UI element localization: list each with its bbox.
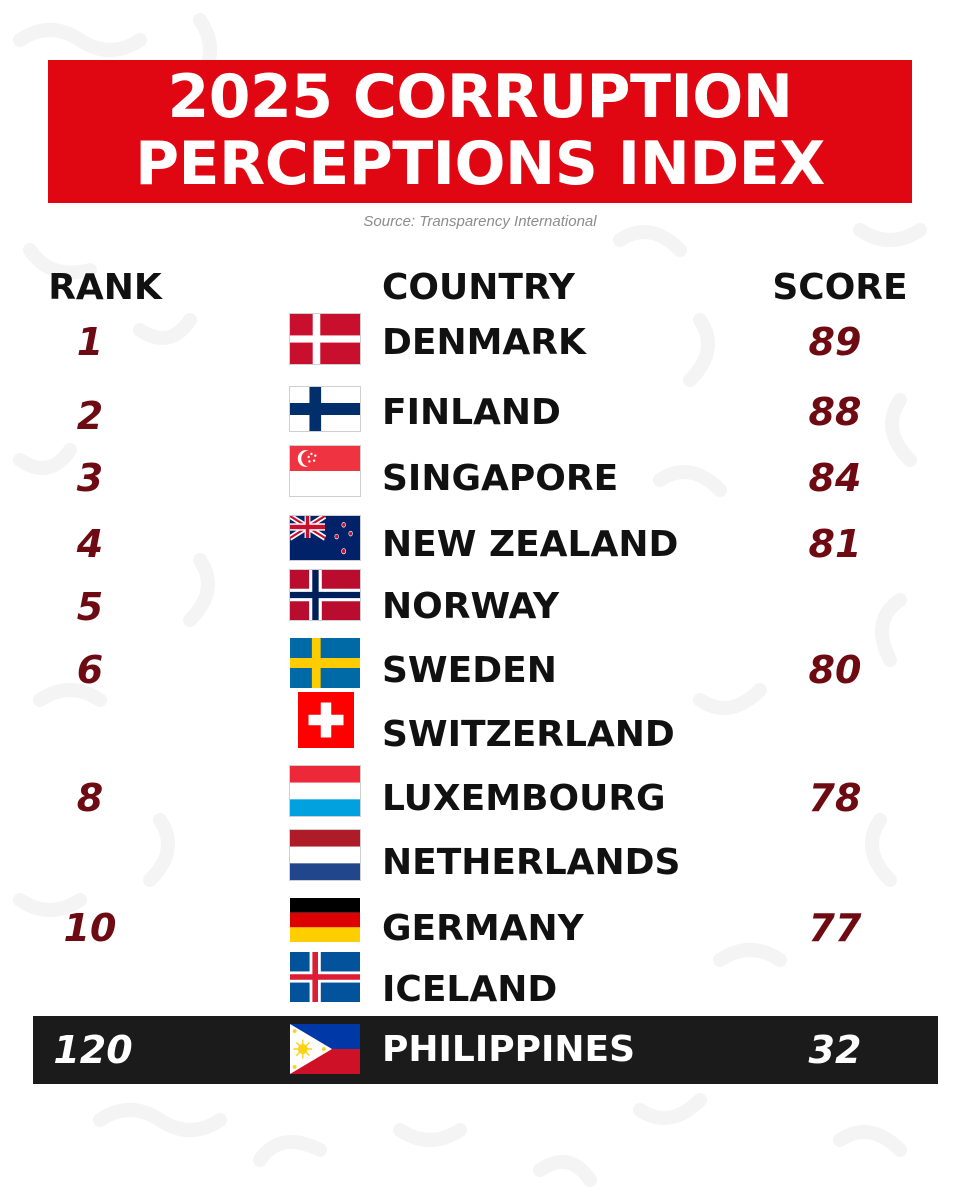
country-cell: NEW ZEALAND xyxy=(382,524,679,565)
country-cell: NETHERLANDS xyxy=(382,842,681,883)
rank-cell: 6 xyxy=(76,648,104,692)
highlight-row-philippines: 120 PHILIPPINES 32 xyxy=(33,1016,938,1084)
germany-flag-icon xyxy=(290,898,360,942)
score-cell: 32 xyxy=(808,1028,862,1072)
country-cell: GERMANY xyxy=(382,908,584,949)
country-cell: SINGAPORE xyxy=(382,458,619,499)
singapore-flag-icon xyxy=(290,446,360,496)
table-row: 10 GERMANY 77 xyxy=(0,894,960,958)
table-row: SWITZERLAND xyxy=(0,692,960,760)
country-cell: SWITZERLAND xyxy=(382,714,675,755)
country-cell: SWEDEN xyxy=(382,650,557,691)
rank-cell: 3 xyxy=(76,456,104,500)
luxembourg-flag-icon xyxy=(290,766,360,816)
title-line-2: PERCEPTIONS INDEX xyxy=(135,129,825,199)
table-row: 5 NORWAY xyxy=(0,568,960,632)
country-cell: DENMARK xyxy=(382,322,586,363)
table-row: 3 SINGAPORE 84 xyxy=(0,442,960,506)
netherlands-flag-icon xyxy=(290,830,360,880)
title-line-1: 2025 CORRUPTION xyxy=(167,62,794,132)
country-cell: LUXEMBOURG xyxy=(382,778,666,819)
rank-cell: 2 xyxy=(76,394,104,438)
norway-flag-icon xyxy=(290,570,360,620)
rank-column-header: RANK xyxy=(48,267,162,308)
country-column-header: COUNTRY xyxy=(382,267,575,308)
score-cell: 89 xyxy=(808,320,862,364)
table-row: NETHERLANDS xyxy=(0,826,960,890)
country-cell: ICELAND xyxy=(382,969,558,1010)
table-row: 6 SWEDEN 80 xyxy=(0,634,960,698)
rank-cell: 4 xyxy=(76,522,104,566)
table-row: 4 NEW ZEALAND 81 xyxy=(0,512,960,576)
sweden-flag-icon xyxy=(290,638,360,688)
denmark-flag-icon xyxy=(290,314,360,364)
score-cell: 88 xyxy=(808,390,862,434)
country-cell: FINLAND xyxy=(382,392,561,433)
iceland-flag-icon xyxy=(290,952,360,1002)
score-cell: 78 xyxy=(808,776,862,820)
rank-cell: 120 xyxy=(53,1028,133,1072)
score-column-header: SCORE xyxy=(772,267,908,308)
score-cell: 84 xyxy=(808,456,862,500)
rank-cell: 1 xyxy=(76,320,104,364)
country-cell: NORWAY xyxy=(382,586,560,627)
score-cell: 77 xyxy=(808,906,862,950)
source-note: Source: Transparency International xyxy=(363,213,597,230)
new-zealand-flag-icon xyxy=(290,516,360,560)
table-row: 2 FINLAND 88 xyxy=(0,384,960,448)
title-banner: 2025 CORRUPTION PERCEPTIONS INDEX xyxy=(48,60,912,203)
country-cell: PHILIPPINES xyxy=(382,1029,636,1070)
score-cell: 80 xyxy=(808,648,862,692)
table-row: ICELAND xyxy=(0,950,960,1014)
rank-cell: 10 xyxy=(63,906,117,950)
finland-flag-icon xyxy=(290,387,360,431)
rank-cell: 8 xyxy=(76,776,104,820)
table-row: 8 LUXEMBOURG 78 xyxy=(0,762,960,826)
switzerland-flag-icon xyxy=(298,692,354,748)
rank-cell: 5 xyxy=(76,585,104,629)
table-row: 1 DENMARK 89 xyxy=(0,310,960,374)
philippines-flag-icon xyxy=(290,1024,360,1074)
score-cell: 81 xyxy=(808,522,862,566)
